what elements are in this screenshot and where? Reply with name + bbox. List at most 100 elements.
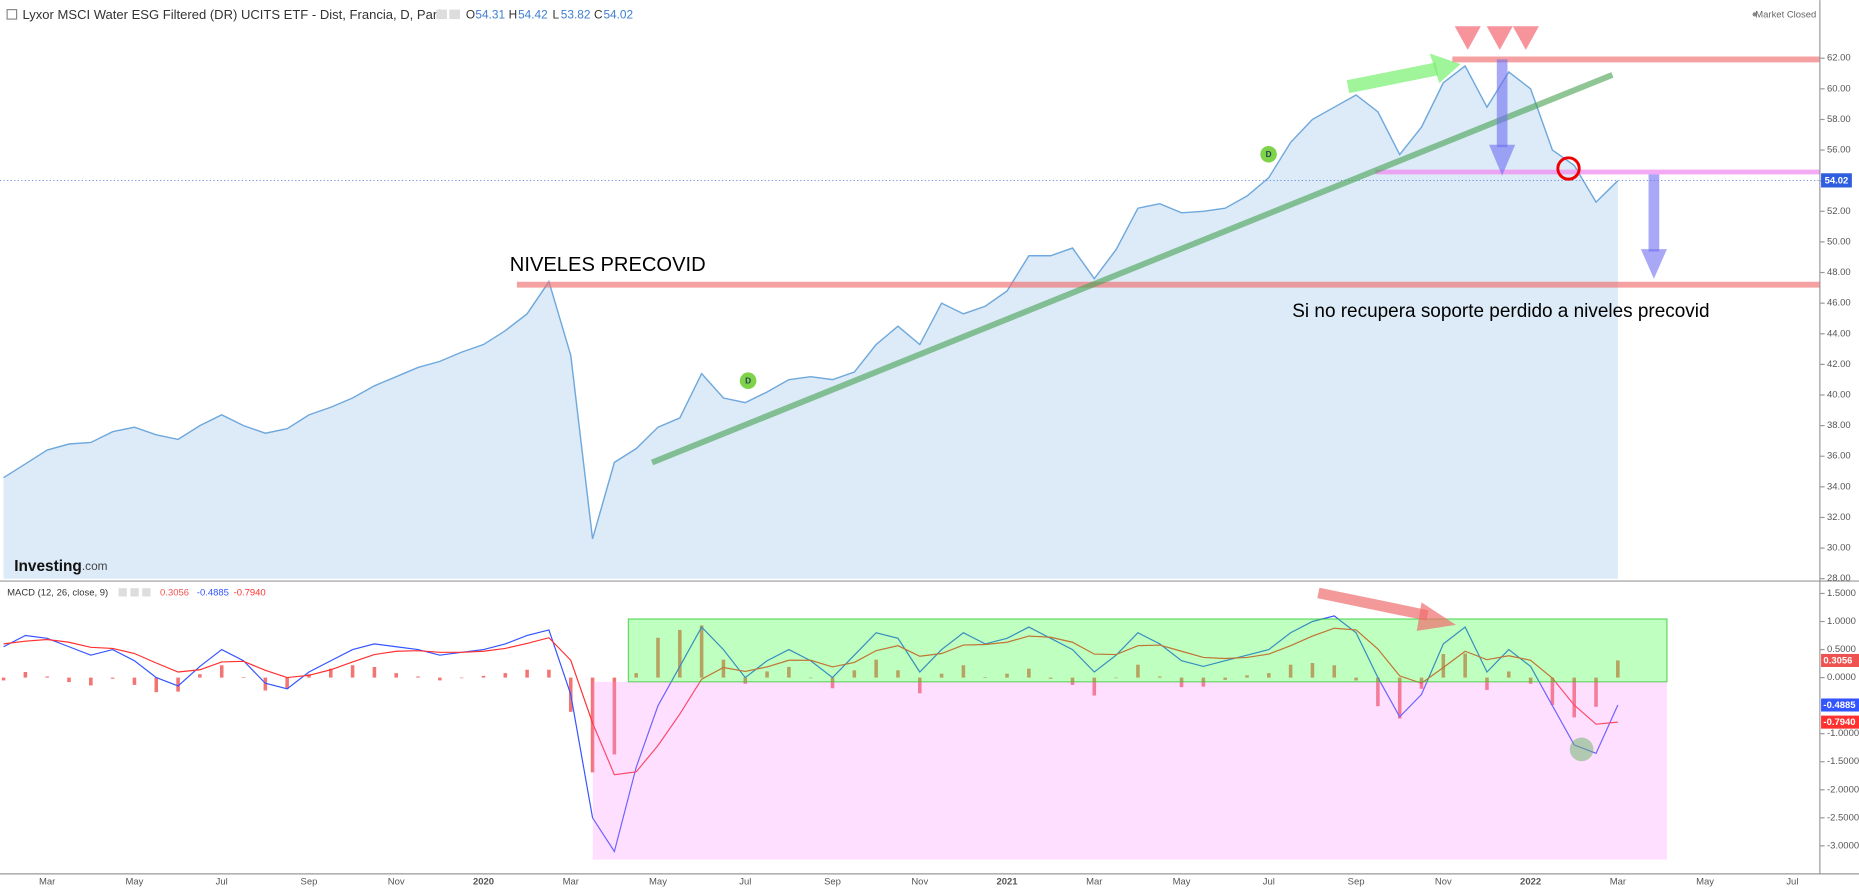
x-tick-label: 2020 [473,877,494,888]
x-tick-label: Sep [824,877,841,888]
arrow-shaft [1317,587,1429,621]
readout-value: -0.4885 [197,587,229,598]
y-tick-label: -2.0000 [1827,784,1859,795]
x-tick-label: May [1696,877,1714,888]
x-tick-label: Mar [1086,877,1102,888]
histogram-bar [808,677,813,679]
dividend-icon [739,372,757,389]
x-tick-label: Jul [216,877,228,888]
readout-value: -0.7940 [234,587,266,598]
price-line [3,64,1619,540]
histogram-bar [1594,677,1598,707]
x-tick-label: Mar [1610,877,1626,888]
histogram-bar [198,674,202,678]
histogram-bar [590,677,595,773]
top-marker [1454,26,1481,50]
y-tick-label: 1.5000 [1827,588,1856,599]
histogram-bar [219,665,224,678]
histogram-bar [874,659,878,678]
histogram-bar [1245,675,1249,678]
histogram-bar [1005,673,1009,678]
histogram-bar [1354,677,1358,681]
histogram-bar [1463,653,1467,678]
histogram-bar [852,670,857,678]
ohlc-key: H [509,8,518,22]
y-tick-label: 28.00 [1827,573,1851,584]
x-tick-label: Mar [39,877,55,888]
histogram-bar [503,673,508,678]
histogram-bar [1376,677,1380,707]
x-tick-label: Nov [388,877,405,888]
histogram-bar [1070,677,1075,685]
ohlc-value: 53.82 [561,8,591,22]
histogram-bar [110,677,115,679]
indicator-icon[interactable] [118,588,127,597]
macd-line [3,627,1618,776]
indicator-title: MACD (12, 26, close, 9) [7,587,108,598]
y-tick-label: -3.0000 [1827,840,1859,851]
histogram-bar [1288,664,1293,678]
last-price-tag [1821,173,1852,188]
collapse-icon[interactable] [6,9,18,20]
bull-zone [627,618,1668,683]
histogram-bar [263,677,268,691]
histogram-bar [743,677,748,684]
histogram-bar [1397,677,1402,719]
y-tick-label: 36.00 [1827,451,1851,462]
y-tick-label: 56.00 [1827,145,1851,156]
readout-tag-label: 0.3056 [1823,656,1852,667]
settings-icon[interactable] [436,9,447,20]
histogram-bar [154,677,159,693]
arrow-head [1640,249,1667,279]
x-tick-label: Sep [301,877,318,888]
histogram-bar [1506,671,1511,678]
histogram-bar [1616,660,1620,678]
histogram-bar [1550,677,1555,706]
annotation-text: Si no recupera soporte perdido a niveles… [1292,301,1709,322]
x-tick-label: Jul [1263,877,1275,888]
y-tick-label: -2.5000 [1827,812,1859,823]
dividend-label: D [745,375,751,385]
logo-suffix: .com [82,559,108,573]
bear-zone [592,681,1667,860]
chart-title: Lyxor MSCI Water ESG Filtered (DR) UCITS… [23,7,448,22]
close-icon[interactable] [449,9,461,20]
arrow-head [1429,53,1461,84]
y-tick-label: 1.0000 [1827,616,1856,627]
histogram-bar [416,676,420,678]
histogram-bar [1114,677,1118,679]
y-tick-label: 44.00 [1827,328,1851,339]
plot-layer [0,64,1820,853]
indicator-icon[interactable] [142,588,151,597]
histogram-bar [307,674,311,678]
histogram-bar [1223,677,1227,680]
x-tick-label: Nov [911,877,928,888]
histogram-bar [830,677,835,689]
histogram-bar [678,629,682,678]
histogram-bar [525,669,529,678]
x-tick-label: Nov [1435,877,1452,888]
histogram-bar [1267,673,1271,678]
histogram-bar [1485,677,1489,690]
dividend-icon [1260,145,1277,163]
readout-tag-label: -0.7940 [1823,717,1855,728]
histogram-bar [1572,677,1577,718]
indicator-icon[interactable] [130,588,139,597]
histogram-bar [1092,677,1097,696]
y-tick-label: 62.00 [1827,53,1851,64]
histogram-bar [459,677,464,679]
y-tick-label: 32.00 [1827,512,1851,523]
histogram-bar [176,677,180,692]
histogram-bar [241,677,246,678]
y-tick-label: 58.00 [1827,114,1851,125]
price-area [3,65,1618,579]
histogram-bar [1528,677,1533,684]
y-tick-label: 60.00 [1827,83,1851,94]
histogram-bar [1441,654,1446,678]
histogram-bar [721,659,726,678]
histogram-bar [89,677,93,686]
histogram-bar [656,637,660,678]
trend-line [650,72,1614,466]
